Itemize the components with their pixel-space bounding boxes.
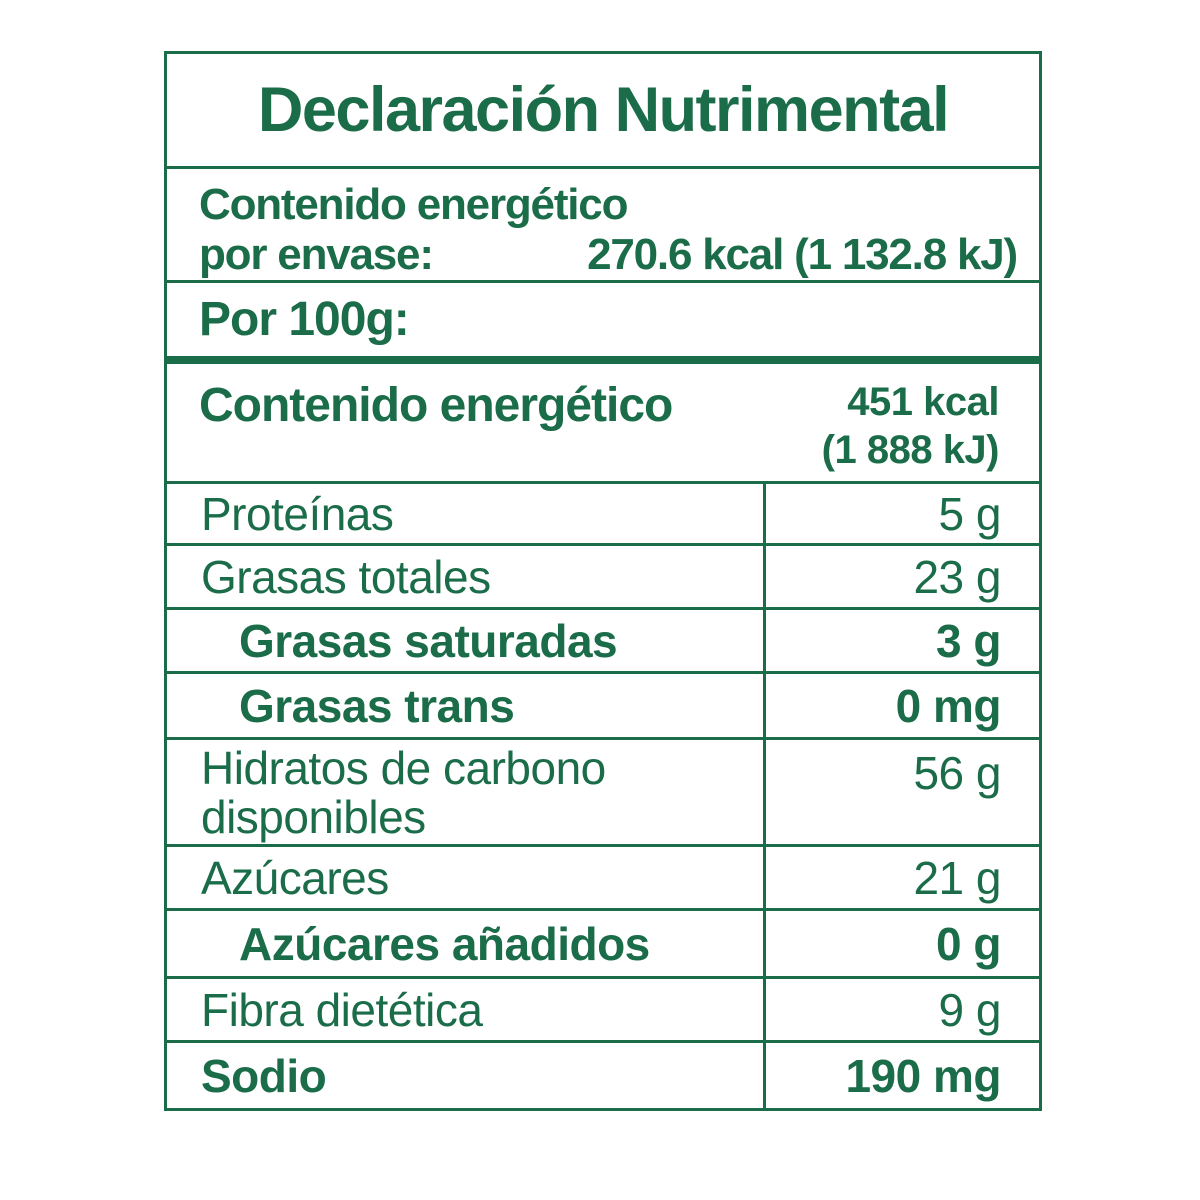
nutrient-row-grasas-trans: Grasas trans 0 mg xyxy=(167,671,1039,737)
nutrient-value: 0 mg xyxy=(763,674,1039,737)
nutrient-value: 190 mg xyxy=(763,1043,1039,1108)
nutrient-row-azucares-anadidos: Azúcares añadidos 0 g xyxy=(167,908,1039,976)
nutrient-row-grasas-saturadas: Grasas saturadas 3 g xyxy=(167,607,1039,671)
nutrient-row-azucares: Azúcares 21 g xyxy=(167,844,1039,908)
nutrient-value: 23 g xyxy=(763,546,1039,607)
nutrient-value: 21 g xyxy=(763,847,1039,908)
nutrient-name: Grasas totales xyxy=(201,550,491,603)
energy-per-100g-row: Contenido energético 451 kcal (1 888 kJ) xyxy=(167,356,1039,481)
energy-per-package-row: Contenido energético por envase: 270.6 k… xyxy=(167,166,1039,280)
energy-per-100g-value: 451 kcal (1 888 kJ) xyxy=(821,378,1000,474)
energy-per-package-value: 270.6 kcal (1 132.8 kJ) xyxy=(587,229,1018,279)
nutrient-name: Proteínas xyxy=(201,487,394,540)
energy-per-100g-kcal: 451 kcal xyxy=(847,380,999,424)
nutrient-row-grasas-totales: Grasas totales 23 g xyxy=(167,543,1039,607)
per-100g-header-row: Por 100g: xyxy=(167,280,1039,356)
nutrient-name: Azúcares xyxy=(201,851,389,904)
nutrient-name: Fibra dietética xyxy=(201,983,483,1036)
energy-per-100g-label: Contenido energético xyxy=(199,379,673,432)
nutrient-value: 3 g xyxy=(763,610,1039,671)
nutrient-name: Hidratos de carbono disponibles xyxy=(201,742,606,843)
nutrient-name: Grasas saturadas xyxy=(239,614,618,667)
nutrient-row-hidratos: Hidratos de carbono disponibles 56 g xyxy=(167,737,1039,844)
nutrient-name: Sodio xyxy=(201,1049,327,1102)
table-title: Declaración Nutrimental xyxy=(257,75,950,145)
energy-per-100g-kj: (1 888 kJ) xyxy=(821,428,1000,472)
nutrient-row-fibra: Fibra dietética 9 g xyxy=(167,976,1039,1040)
energy-per-package-line2: por envase: 270.6 kcal (1 132.8 kJ) xyxy=(199,229,1018,279)
nutrient-row-proteinas: Proteínas 5 g xyxy=(167,481,1039,543)
nutrient-value: 0 g xyxy=(763,911,1039,976)
nutrient-name: Azúcares añadidos xyxy=(239,917,650,970)
nutrient-name: Grasas trans xyxy=(239,679,515,732)
nutrient-row-sodio: Sodio 190 mg xyxy=(167,1040,1039,1108)
nutrient-value: 9 g xyxy=(763,979,1039,1040)
table-title-row: Declaración Nutrimental xyxy=(167,54,1039,166)
nutrition-facts-table: Declaración Nutrimental Contenido energé… xyxy=(164,51,1042,1111)
nutrient-value: 56 g xyxy=(763,740,1039,844)
energy-per-package-label-line1: Contenido energético xyxy=(199,180,628,230)
nutrient-value: 5 g xyxy=(763,484,1039,543)
energy-per-package-label-line2: por envase: xyxy=(199,229,434,279)
per-100g-header: Por 100g: xyxy=(199,293,410,346)
